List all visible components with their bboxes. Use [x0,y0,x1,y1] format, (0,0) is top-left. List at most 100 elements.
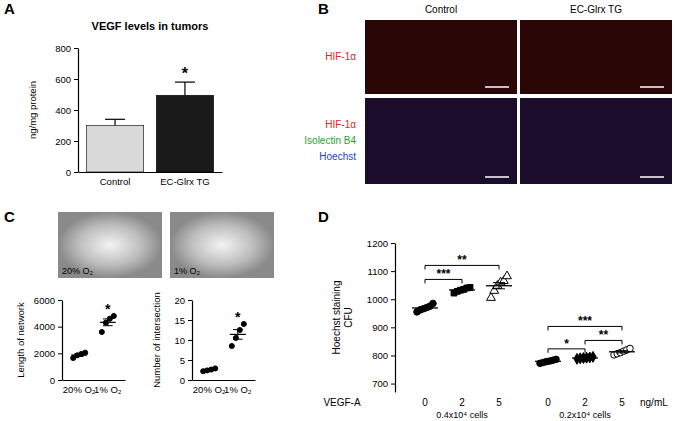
error-bar-cap [233,329,243,330]
plot-area [71,313,117,360]
error-bar-cap [419,309,431,310]
y-tick: 0 [180,375,192,386]
image-label: 1% O₂ [174,266,201,276]
x-tick-label: 5 [496,397,502,408]
y-tick-mark [58,327,62,328]
image-label: 20% O₂ [62,266,94,276]
error-bar-cap [493,282,505,283]
plot-area [201,321,247,373]
panel-c-images: 20% O₂ 1% O₂ [58,212,274,278]
y-axis-title: Number of intersection [151,292,162,388]
significance: *** [578,314,592,328]
y-tick: 10 [174,335,192,346]
panel-label: C [4,208,15,225]
y-axis-line [62,301,63,381]
y-tick: 5 [180,355,192,366]
group-label: 0.4x10⁴ cells [436,410,488,420]
stain-label: HIF-1α [325,119,356,130]
panel-b: ControlEC-Glrx TGHIF-1αHIF-1αIsolectin B… [304,4,672,184]
significance: * [235,309,241,325]
error-bar-cap [616,350,628,351]
x-tick-label: Control [100,176,131,187]
micrograph [520,98,672,184]
x-tick-label: 1% O₂ [224,384,252,395]
x-tick: Control [100,172,131,187]
plot-area [86,82,213,172]
y-tick-mark [58,380,62,381]
error-bar-cap [233,339,243,340]
micrograph [365,20,517,94]
y-axis: 0200040006000 [34,295,63,386]
x-tick-label: 2 [582,397,588,408]
x-axis-unit: ng/mL [640,397,668,408]
point [503,271,512,279]
error-bar-stem [184,82,185,95]
error-bar-stem [499,283,500,289]
y-tick: 2000 [34,348,62,359]
x-axis-line [193,380,256,381]
y-tick-label: 0 [66,167,71,178]
x-tick-label: 0 [422,397,428,408]
x-axis: Control EC-Glrx TG [79,172,223,187]
y-tick-mark [74,48,78,49]
figure: ABCDControlEC-Glrx TGHIF-1αHIF-1αIsolect… [0,0,675,421]
bar-chart: 0 200 400 600 800 Control EC-Glrx TG VEGF level… [27,20,223,187]
y-tick-label: 200 [55,136,71,147]
error-bar-cap [103,318,113,319]
micrograph [170,212,274,278]
chart-title: VEGF levels in tumors [92,20,209,32]
x-tick-label: 0 [545,397,551,408]
y-tick: 4000 [34,321,62,332]
y-tick: 0 [50,375,62,386]
scale-bar [485,86,509,88]
y-tick-label: 0 [180,375,185,386]
x-tick: 20% O₂ [193,380,226,395]
y-tick: 600 [55,74,78,85]
y-tick: 800 [55,43,78,54]
y-tick-mark [74,141,78,142]
column-title: Control [425,4,457,15]
error-bar-stem [237,330,238,340]
bar [86,126,143,173]
significance: * [105,301,111,317]
y-tick-label: 10 [174,335,185,346]
y-tick: 1000 [367,294,395,305]
dot-chart: 020004000600020% O₂1% O₂Length of networ… [15,295,126,395]
y-tick-mark [58,353,62,354]
error-bar-stem [114,119,115,125]
y-axis-line [78,49,79,173]
x-axis: 20% O₂1% O₂ [193,380,256,395]
y-tick-label: 20 [174,295,185,306]
y-tick-mark [58,300,62,301]
y-tick-label: 1100 [368,266,388,277]
error-bar-cap [579,358,591,359]
point [430,300,437,307]
y-axis-title: ng/mg protein [27,81,38,139]
y-tick-label: 0 [50,375,55,386]
y-tick-label: 600 [55,74,71,85]
x-axis-line [63,380,126,381]
x-tick: EC-Glrx TG [160,172,209,187]
error-bar-cap [616,352,628,353]
x-tick-label: 20% O₂ [63,384,96,395]
y-tick: 400 [55,105,78,116]
error-bar-cap [204,370,214,371]
y-tick: 20 [174,295,192,306]
y-tick-mark [391,355,395,356]
y-tick-label: 5 [180,355,185,366]
significance: * [182,65,189,82]
panel-label: B [318,0,329,17]
y-tick: 700 [372,378,395,389]
mean-line [201,369,217,370]
y-tick-label: 1200 [367,238,388,249]
plot-area [412,271,635,367]
y-tick-label: 800 [372,350,388,361]
point [241,321,246,326]
error-bar-cap [204,369,214,370]
significance: * [564,337,569,351]
y-tick: 900 [372,322,395,333]
error-bar-cap [493,288,505,289]
y-tick-mark [74,172,78,173]
x-tick-label: 1% O₂ [94,384,122,395]
mean-line [572,357,598,358]
